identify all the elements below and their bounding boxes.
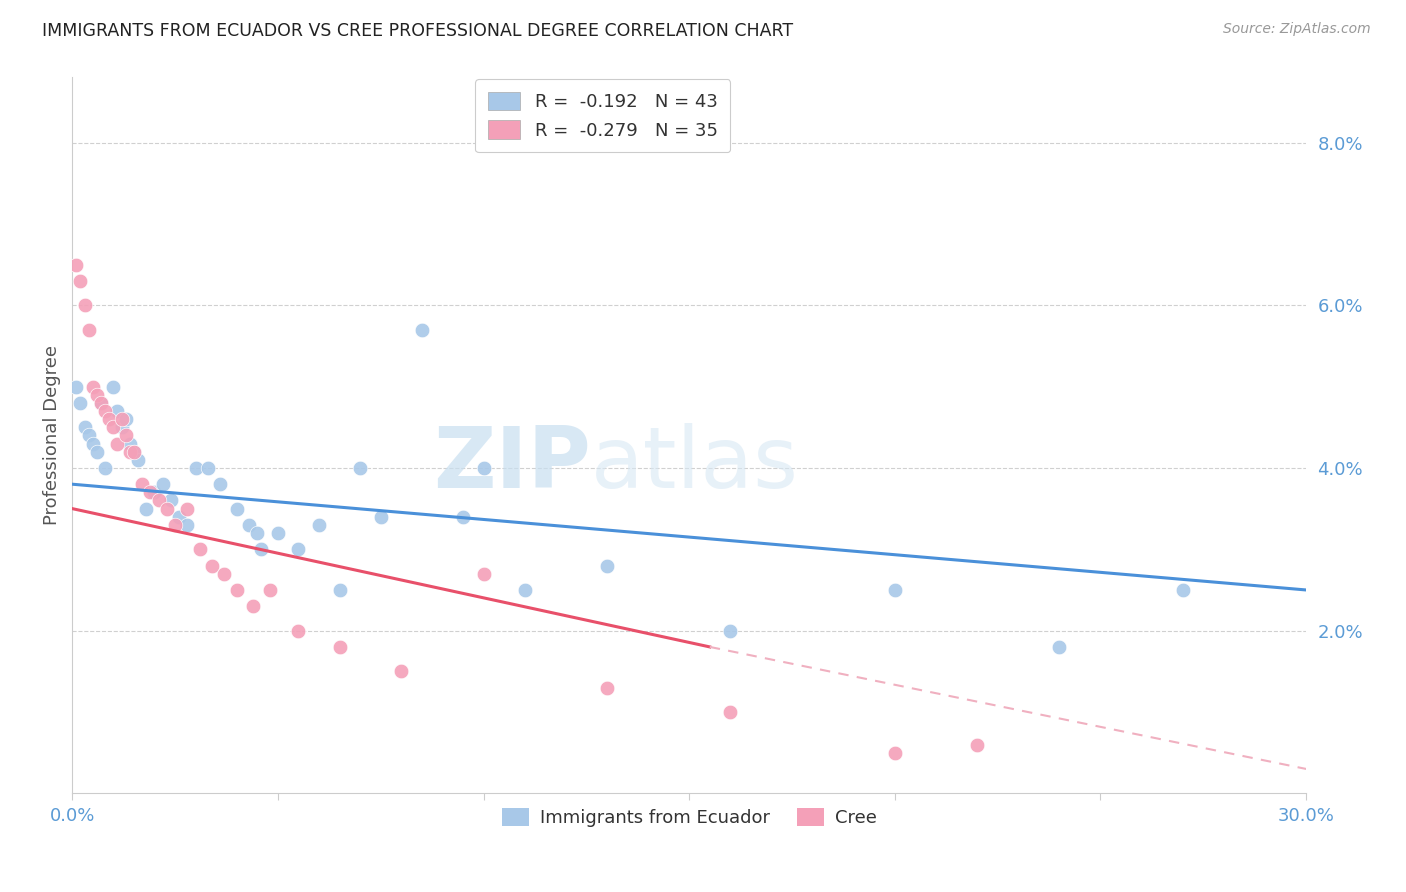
Text: atlas: atlas [591, 423, 799, 506]
Point [246, 526, 269, 541]
Point [82, 436, 104, 450]
Point [156, 501, 179, 516]
Point [197, 461, 219, 475]
Point [411, 323, 433, 337]
Point [160, 493, 183, 508]
Point [267, 526, 290, 541]
Text: IMMIGRANTS FROM ECUADOR VS CREE PROFESSIONAL DEGREE CORRELATION CHART: IMMIGRANTS FROM ECUADOR VS CREE PROFESSI… [42, 22, 793, 40]
Point [287, 624, 309, 638]
Point [110, 420, 132, 434]
Point [69, 274, 91, 288]
Point [349, 461, 371, 475]
Point [90, 396, 112, 410]
Point [472, 461, 495, 475]
Point [718, 624, 741, 638]
Point [82, 379, 104, 393]
Point [259, 582, 281, 597]
Point [370, 509, 392, 524]
Point [883, 746, 905, 760]
Point [596, 681, 619, 695]
Point [127, 452, 149, 467]
Point [883, 582, 905, 597]
Point [1047, 640, 1070, 654]
Point [139, 485, 162, 500]
Point [118, 444, 141, 458]
Point [73, 298, 96, 312]
Point [966, 738, 988, 752]
Point [77, 428, 100, 442]
Point [188, 542, 211, 557]
Point [513, 582, 536, 597]
Point [238, 517, 260, 532]
Text: Source: ZipAtlas.com: Source: ZipAtlas.com [1223, 22, 1371, 37]
Point [209, 477, 232, 491]
Point [103, 420, 125, 434]
Point [65, 379, 87, 393]
Point [65, 258, 87, 272]
Point [167, 509, 190, 524]
Point [90, 396, 112, 410]
Point [122, 444, 145, 458]
Point [103, 379, 125, 393]
Point [73, 420, 96, 434]
Point [329, 640, 352, 654]
Point [225, 501, 247, 516]
Point [135, 501, 157, 516]
Point [94, 461, 117, 475]
Point [77, 323, 100, 337]
Point [131, 477, 153, 491]
Point [107, 404, 129, 418]
Text: ZIP: ZIP [433, 423, 591, 506]
Point [250, 542, 273, 557]
Point [114, 428, 136, 442]
Point [472, 566, 495, 581]
Point [451, 509, 474, 524]
Point [176, 501, 198, 516]
Point [201, 558, 224, 573]
Y-axis label: Professional Degree: Professional Degree [44, 345, 60, 525]
Point [329, 582, 352, 597]
Point [287, 542, 309, 557]
Point [69, 396, 91, 410]
Point [110, 412, 132, 426]
Point [107, 436, 129, 450]
Point [114, 412, 136, 426]
Point [308, 517, 330, 532]
Point [94, 404, 117, 418]
Point [176, 517, 198, 532]
Point [242, 599, 264, 614]
Point [148, 493, 170, 508]
Point [122, 444, 145, 458]
Point [165, 517, 187, 532]
Point [118, 436, 141, 450]
Point [1171, 582, 1194, 597]
Point [143, 485, 166, 500]
Point [152, 477, 174, 491]
Point [225, 582, 247, 597]
Point [86, 444, 108, 458]
Point [718, 705, 741, 719]
Point [86, 388, 108, 402]
Point [184, 461, 207, 475]
Point [98, 412, 121, 426]
Point [596, 558, 619, 573]
Point [214, 566, 236, 581]
Point [389, 665, 412, 679]
Legend: Immigrants from Ecuador, Cree: Immigrants from Ecuador, Cree [495, 801, 884, 834]
